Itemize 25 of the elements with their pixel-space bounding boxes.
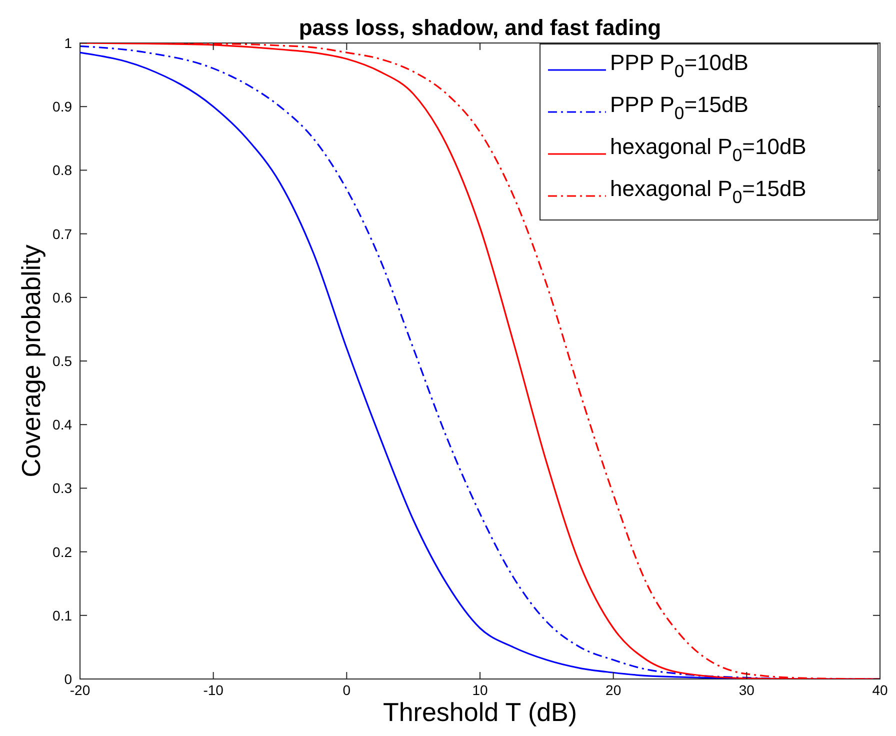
y-tick-label: 0.1: [52, 607, 72, 624]
chart-title: pass loss, shadow, and fast fading: [298, 15, 662, 40]
y-tick-label: 0.8: [52, 162, 72, 178]
x-tick-label: 30: [738, 682, 755, 698]
y-tick-label: 0.9: [52, 98, 72, 115]
legend-label: hexagonal P$_{0}$=10dB: [610, 134, 806, 166]
x-tick-label: 40: [872, 682, 888, 698]
x-tick-label: 20: [606, 682, 622, 698]
y-axis-title: Coverage probablity: [16, 244, 46, 478]
y-tick-label: 0.5: [52, 353, 72, 369]
y-tick-label: 0.3: [52, 480, 72, 496]
x-tick-label: -20: [70, 682, 90, 698]
y-tick-label: 0.4: [52, 416, 72, 433]
y-tick-label: 0.7: [52, 226, 72, 242]
legend-label: hexagonal P$_{0}$=15dB: [610, 176, 806, 208]
legend-label: PPP P$_{0}$=10dB: [610, 50, 748, 82]
y-tick-label: 0: [64, 671, 72, 687]
y-tick-label: 0.6: [52, 289, 72, 306]
x-tick-label: -10: [203, 682, 224, 698]
legend-label: PPP P$_{0}$=15dB: [610, 92, 748, 124]
y-tick-label: 1: [64, 35, 72, 51]
y-tick-label: 0.2: [52, 544, 72, 560]
x-tick-label: 10: [472, 682, 488, 698]
x-axis-title: Threshold T (dB): [382, 697, 578, 727]
x-tick-label: 0: [342, 682, 351, 698]
